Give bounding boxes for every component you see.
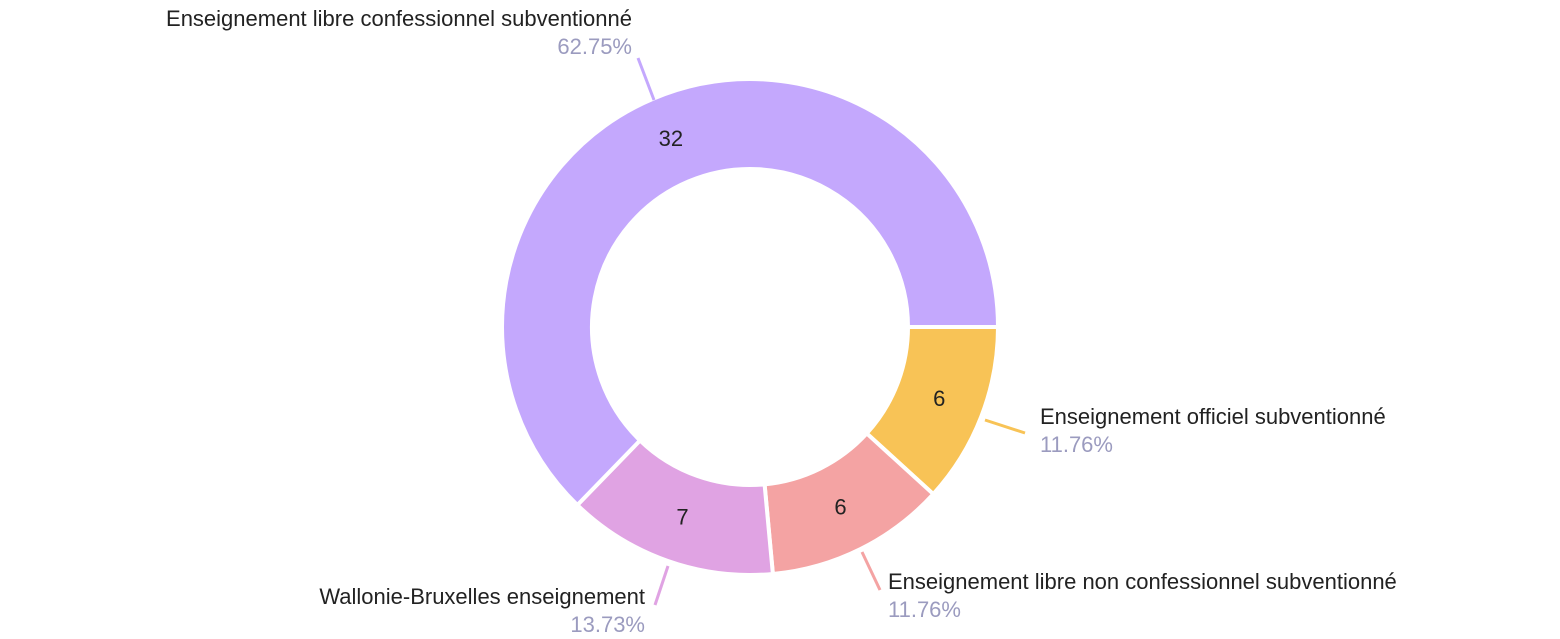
slice-name: Wallonie-Bruxelles enseignement [319, 584, 645, 609]
percent-label: 11.76% [1040, 432, 1113, 457]
value-label: 6 [933, 386, 945, 411]
value-label: 6 [834, 495, 846, 520]
percent-label: 62.75% [557, 34, 632, 59]
slice-name: Enseignement officiel subventionné [1040, 404, 1386, 429]
leader-line [653, 565, 670, 606]
slice-name: Enseignement libre confessionnel subvent… [166, 6, 632, 31]
percent-label: 13.73% [570, 612, 645, 637]
slice-name: Enseignement libre non confessionnel sub… [888, 569, 1397, 594]
value-label: 32 [659, 126, 683, 151]
leader-line [860, 551, 882, 591]
slice [500, 77, 1001, 508]
value-label: 7 [676, 504, 688, 529]
percent-label: 11.76% [888, 597, 961, 622]
leader-line [984, 418, 1026, 435]
leader-line [636, 57, 656, 101]
